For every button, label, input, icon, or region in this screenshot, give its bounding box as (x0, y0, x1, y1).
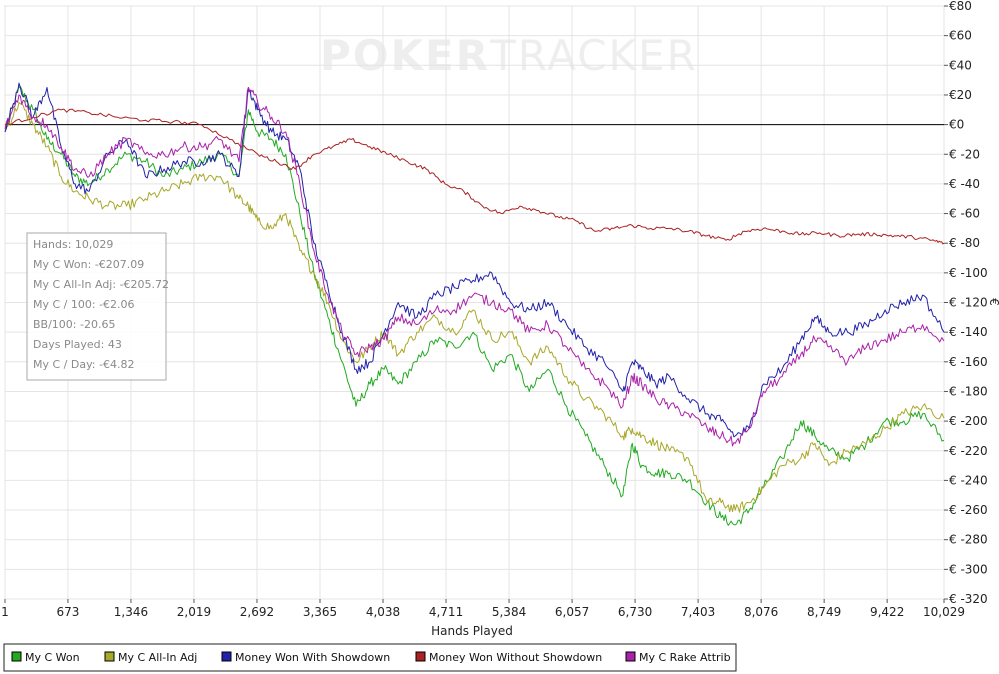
y-axis-title: € (987, 298, 999, 306)
stats-bb-100: BB/100: -20.65 (33, 318, 115, 331)
legend-item: Money Won Without Showdown (429, 651, 602, 664)
watermark: POKERTRACKER (320, 31, 698, 80)
series-line (4, 108, 945, 245)
x-tick-label: 2,019 (177, 605, 211, 619)
y-tick-label: €80 (949, 0, 972, 13)
x-tick-label: 10,029 (923, 605, 965, 619)
legend-swatch (11, 651, 22, 662)
y-axis: €80 €60 €40 €20 €0 € -20 € -40 € -60 € -80 € -100… (944, 0, 988, 606)
x-tick-label: 4,711 (429, 605, 463, 619)
x-tick-label: 9,422 (870, 605, 904, 619)
y-tick-label: € -60 (949, 207, 980, 221)
series-line (4, 85, 945, 526)
legend-swatch (221, 651, 232, 662)
legend-item: Money Won With Showdown (235, 651, 390, 664)
series-line (4, 82, 945, 438)
y-tick-label: € -280 (949, 533, 988, 547)
x-tick-label: 2,692 (240, 605, 274, 619)
legend-swatch (104, 651, 115, 662)
stats-per-100: My C / 100: -€2.06 (33, 298, 135, 311)
watermark-light: TRACKER (489, 31, 698, 80)
series-line (4, 101, 945, 513)
stats-hands: Hands: 10,029 (33, 238, 113, 251)
y-tick-label: € -180 (949, 384, 988, 398)
stats-won: My C Won: -€207.09 (33, 258, 144, 271)
legend-item: My C Won (25, 651, 80, 664)
x-tick-label: 4,038 (366, 605, 400, 619)
y-tick-label: €60 (949, 29, 972, 43)
legend-swatch (415, 651, 426, 662)
y-tick-label: € -140 (949, 325, 988, 339)
y-tick-label: € -260 (949, 503, 988, 517)
x-tick-label: 1,346 (114, 605, 148, 619)
y-tick-label: € -220 (949, 444, 988, 458)
y-tick-label: € -300 (949, 562, 988, 576)
series-line (4, 87, 945, 447)
x-tick-label: 673 (56, 605, 79, 619)
series-layer (4, 82, 945, 526)
x-axis: 1 673 1,346 2,019 2,692 3,365 4,038 4,711 5,384 6… (1, 599, 965, 619)
y-tick-label: € -240 (949, 473, 988, 487)
x-axis-title: Hands Played (431, 624, 513, 638)
grid (4, 5, 945, 600)
watermark-logo: POKERTRACKER (320, 31, 698, 80)
y-tick-label: €20 (949, 88, 972, 102)
y-tick-label: € -120 (949, 296, 988, 310)
stats-box-frame (26, 232, 167, 381)
watermark-bold: POKER (320, 31, 490, 80)
y-tick-label: € -320 (949, 592, 988, 606)
x-tick-label: 3,365 (303, 605, 337, 619)
legend-item: My C All-In Adj (118, 651, 197, 664)
y-tick-label: € -20 (949, 147, 980, 161)
y-tick-label: € -100 (949, 266, 988, 280)
stats-box: Hands: 10,029 My C Won: -€207.09 My C Al… (26, 232, 169, 381)
y-tick-label: € -80 (949, 236, 980, 250)
y-tick-label: € -200 (949, 414, 988, 428)
y-tick-label: € -40 (949, 177, 980, 191)
x-tick-label: 1 (1, 605, 9, 619)
x-tick-label: 7,403 (681, 605, 715, 619)
stats-allin-adj: My C All-In Adj: -€205.72 (33, 278, 169, 291)
stats-per-day: My C / Day: -€4.82 (33, 358, 134, 371)
legend-item: My C Rake Attrib (639, 651, 731, 664)
x-tick-label: 8,749 (807, 605, 841, 619)
y-tick-label: €40 (949, 58, 972, 72)
x-tick-label: 8,076 (744, 605, 778, 619)
legend: My C Won My C All-In Adj Money Won With … (3, 643, 737, 672)
legend-swatch (625, 651, 636, 662)
stats-days-played: Days Played: 43 (33, 338, 122, 351)
x-tick-label: 6,730 (618, 605, 652, 619)
y-tick-label: €0 (949, 118, 964, 132)
x-tick-label: 5,384 (492, 605, 526, 619)
x-tick-label: 6,057 (555, 605, 589, 619)
legend-frame (3, 643, 737, 672)
y-tick-label: € -160 (949, 355, 988, 369)
